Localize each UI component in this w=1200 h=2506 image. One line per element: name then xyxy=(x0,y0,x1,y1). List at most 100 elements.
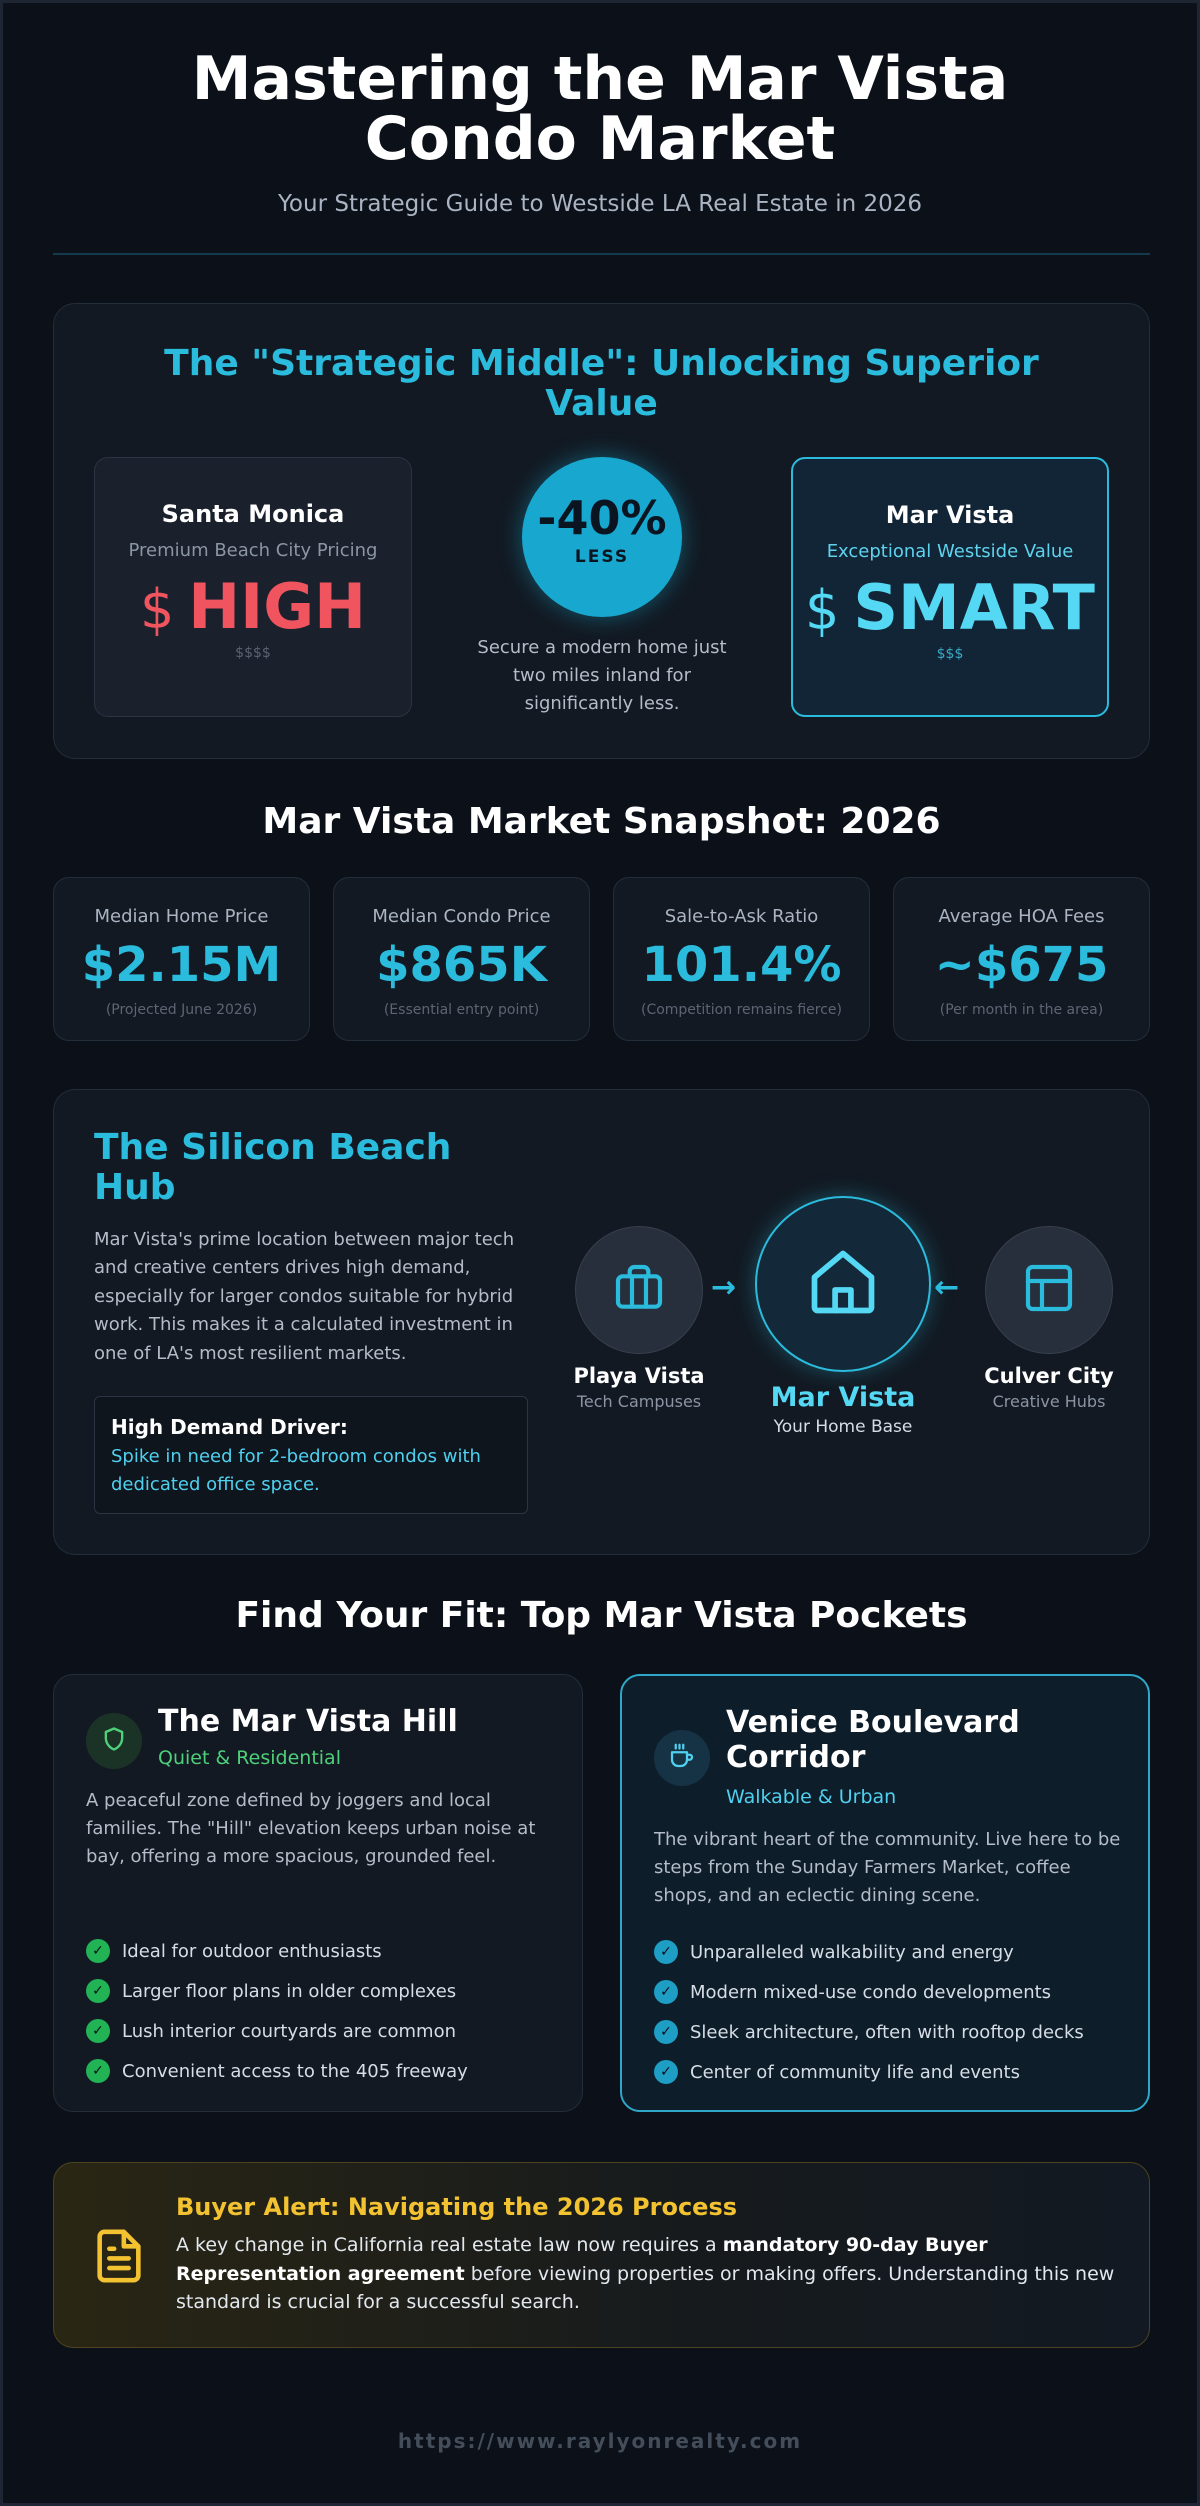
card-sub: Exceptional Westside Value xyxy=(826,541,1074,562)
feature-list: ✓ Unparalleled walkability and energy ✓ Mo… xyxy=(654,1932,1084,2092)
stat-note: (Competition remains fierce) xyxy=(640,1001,843,1018)
card-tier: $$$$ xyxy=(235,645,271,662)
pocket-tag: Walkable & Urban xyxy=(726,1786,897,1808)
check-icon: ✓ xyxy=(86,2059,110,2083)
feature-text: Unparalleled walkability and energy xyxy=(690,1941,1014,1963)
santa-monica-card: Santa Monica Premium Beach City Pricing … xyxy=(94,457,412,717)
layout-icon xyxy=(1021,1260,1077,1320)
card-word: HIGH xyxy=(188,570,367,643)
arrow-left-icon: ← xyxy=(934,1270,960,1305)
page-title: Mastering the Mar Vista Condo Market xyxy=(191,44,1009,174)
feature-text: Ideal for outdoor enthusiasts xyxy=(122,1940,382,1962)
feature-text: Center of community life and events xyxy=(690,2061,1020,2083)
stat-card: Sale-to-Ask Ratio 101.4% (Competition re… xyxy=(613,877,870,1041)
stat-value: $2.15M xyxy=(81,937,282,993)
card-name: Santa Monica xyxy=(161,500,345,528)
strategic-title: The "Strategic Middle": Unlocking Superi… xyxy=(164,343,1039,424)
node-playa-vista: Playa Vista Tech Campuses xyxy=(564,1226,714,1411)
pocket-tag: Quiet & Residential xyxy=(158,1747,341,1769)
briefcase-icon xyxy=(611,1260,667,1320)
node-mar-vista: Mar Vista Your Home Base xyxy=(748,1196,938,1437)
savings-label: LESS xyxy=(574,547,630,567)
savings-circle: -40% LESS xyxy=(522,457,682,617)
node-culver-city: Culver City Creative Hubs xyxy=(974,1226,1124,1411)
callout-title: High Demand Driver: xyxy=(111,1415,348,1439)
strategic-middle-panel: The "Strategic Middle": Unlocking Superi… xyxy=(53,303,1150,759)
page-subtitle: Your Strategic Guide to Westside LA Real… xyxy=(277,191,923,217)
footer-url[interactable]: https://www.raylyonrealty.com xyxy=(397,2429,803,2453)
dollar-icon: $ xyxy=(139,578,175,641)
card-word: SMART xyxy=(853,571,1095,644)
arrow-right-icon: → xyxy=(711,1270,737,1305)
list-item: ✓ Center of community life and events xyxy=(654,2052,1084,2092)
alert-body: A key change in California real estate l… xyxy=(176,2231,1121,2317)
pocket-icon-wrap xyxy=(86,1713,142,1769)
check-icon: ✓ xyxy=(654,1940,678,1964)
node-sub: Tech Campuses xyxy=(576,1392,702,1411)
pocket-card-venice-boulevard: Venice Boulevard Corridor Walkable & Urb… xyxy=(620,1674,1150,2112)
stat-value: ~$675 xyxy=(934,937,1109,993)
check-icon: ✓ xyxy=(86,1939,110,1963)
stat-label: Median Condo Price xyxy=(372,906,551,927)
list-item: ✓ Modern mixed-use condo developments xyxy=(654,1972,1084,2012)
feature-text: Convenient access to the 405 freeway xyxy=(122,2060,468,2082)
list-item: ✓ Ideal for outdoor enthusiasts xyxy=(86,1931,468,1971)
node-name: Mar Vista xyxy=(770,1382,916,1413)
stat-note: (Projected June 2026) xyxy=(105,1001,258,1018)
stat-note: (Per month in the area) xyxy=(939,1001,1104,1018)
buyer-alert: Buyer Alert: Navigating the 2026 Process… xyxy=(53,2162,1150,2348)
silicon-beach-panel: The Silicon Beach Hub Mar Vista's prime … xyxy=(53,1089,1150,1555)
check-icon: ✓ xyxy=(654,1980,678,2004)
pocket-name: The Mar Vista Hill xyxy=(158,1704,458,1739)
card-tier: $$$ xyxy=(936,646,964,663)
callout-text: Spike in need for 2-bedroom condos with … xyxy=(111,1446,481,1495)
node-name: Culver City xyxy=(984,1364,1114,1388)
check-icon: ✓ xyxy=(86,1979,110,2003)
check-icon: ✓ xyxy=(86,2019,110,2043)
document-icon xyxy=(90,2225,148,2291)
shield-icon xyxy=(100,1725,128,1757)
feature-text: Larger floor plans in older complexes xyxy=(122,1980,457,2002)
stat-label: Median Home Price xyxy=(94,906,269,927)
pocket-card-mar-vista-hill: The Mar Vista Hill Quiet & Residential A… xyxy=(53,1674,583,2112)
feature-text: Modern mixed-use condo developments xyxy=(690,1981,1052,2003)
feature-text: Sleek architecture, often with rooftop d… xyxy=(690,2021,1084,2043)
node-sub: Creative Hubs xyxy=(992,1392,1106,1411)
pocket-name: Venice Boulevard Corridor xyxy=(726,1705,1020,1775)
savings-description: Secure a modern home just two miles inla… xyxy=(477,637,727,714)
stat-card: Median Condo Price $865K (Essential entr… xyxy=(333,877,590,1041)
list-item: ✓ Lush interior courtyards are common xyxy=(86,2011,468,2051)
pocket-description: A peaceful zone defined by joggers and l… xyxy=(86,1790,536,1867)
home-icon xyxy=(805,1244,881,1324)
list-item: ✓ Convenient access to the 405 freeway xyxy=(86,2051,468,2091)
list-item: ✓ Unparalleled walkability and energy xyxy=(654,1932,1084,1972)
stat-label: Average HOA Fees xyxy=(938,906,1105,927)
alert-title: Buyer Alert: Navigating the 2026 Process xyxy=(176,2193,738,2221)
mar-vista-card: Mar Vista Exceptional Westside Value $ SM… xyxy=(791,457,1109,717)
node-name: Playa Vista xyxy=(573,1364,705,1388)
header: Mastering the Mar Vista Condo Market You… xyxy=(3,3,1197,217)
stat-label: Sale-to-Ask Ratio xyxy=(664,906,819,927)
card-value: $ SMART xyxy=(793,571,1107,644)
hub-body: Mar Vista's prime location between major… xyxy=(94,1229,515,1364)
pockets-title: Find Your Fit: Top Mar Vista Pockets xyxy=(235,1595,968,1636)
node-circle xyxy=(985,1226,1113,1354)
list-item: ✓ Sleek architecture, often with rooftop … xyxy=(654,2012,1084,2052)
check-icon: ✓ xyxy=(654,2020,678,2044)
coffee-icon xyxy=(667,1741,697,1775)
card-name: Mar Vista xyxy=(885,501,1015,529)
alert-text-bold: mandatory 90-day Buyer Representation ag… xyxy=(176,2234,988,2285)
feature-list: ✓ Ideal for outdoor enthusiasts ✓ Larger f… xyxy=(86,1931,468,2091)
node-sub: Your Home Base xyxy=(773,1417,913,1437)
card-value: $ HIGH xyxy=(95,570,411,643)
node-circle xyxy=(755,1196,931,1372)
stat-card: Median Home Price $2.15M (Projected June… xyxy=(53,877,310,1041)
list-item: ✓ Larger floor plans in older complexes xyxy=(86,1971,468,2011)
stat-card: Average HOA Fees ~$675 (Per month in the… xyxy=(893,877,1150,1041)
stat-value: 101.4% xyxy=(641,937,842,993)
feature-text: Lush interior courtyards are common xyxy=(122,2020,457,2042)
stat-value: $865K xyxy=(376,937,547,993)
dollar-icon: $ xyxy=(805,579,840,642)
card-sub: Premium Beach City Pricing xyxy=(128,540,378,561)
